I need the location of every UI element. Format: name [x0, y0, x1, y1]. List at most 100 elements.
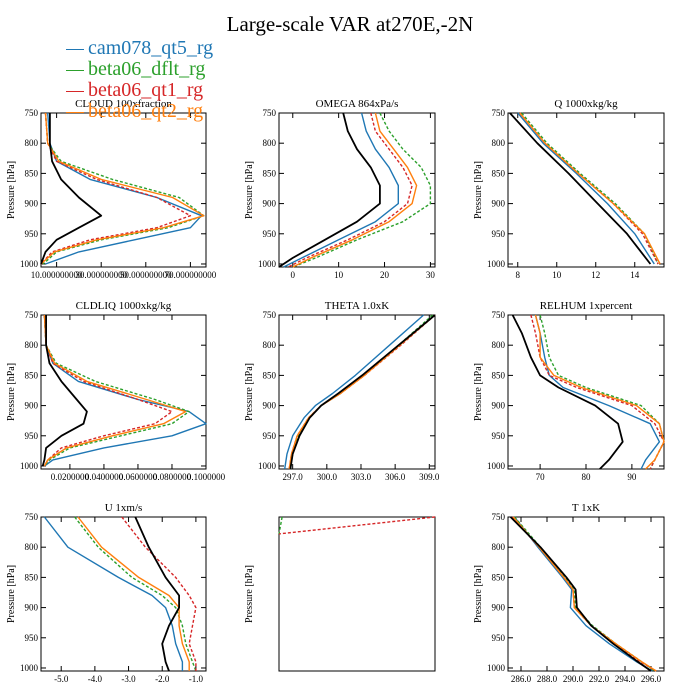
series-line-beta06_dflt_rg [74, 516, 197, 672]
y-tick-label: 950 [492, 633, 506, 643]
x-tick-label: 70 [536, 472, 546, 482]
x-tick-label: 90 [627, 472, 637, 482]
legend-entry: beta06_qt1_rg [66, 80, 213, 101]
y-tick-label: 1000 [20, 259, 39, 269]
legend-entry: beta06_qt2_rg [66, 101, 213, 122]
plot-frame [507, 314, 665, 470]
series-line-cam078_qt5_rg [43, 516, 184, 671]
x-tick-label: 0 [291, 270, 296, 280]
plot-frame [278, 112, 436, 268]
y-tick-label: 750 [492, 512, 506, 522]
y-tick-label: 800 [25, 542, 39, 552]
chart-panel: CLOUD 100xfraction Pressure [hPa] 750 800 85… [6, 98, 217, 280]
y-tick-label: 900 [492, 199, 506, 209]
x-tick-label: 10 [552, 270, 562, 280]
x-tick-label: 0.0400000 [85, 472, 124, 482]
series-line-beta06_qt2_rg [292, 112, 418, 268]
y-axis-label: Pressure [hPa] [244, 363, 255, 421]
y-tick-label: 950 [492, 229, 506, 239]
series-line-black [511, 314, 624, 470]
series-line-black [41, 315, 88, 467]
series-line-beta06_qt2_rg [534, 314, 665, 470]
x-tick-label: 309.0 [419, 472, 440, 482]
plot-frame [40, 516, 207, 672]
x-tick-label: 306.0 [385, 472, 406, 482]
x-tick-label: 10 [334, 270, 344, 280]
series-line-beta06_qt1_rg [43, 314, 173, 467]
x-tick-label: 30.000000000 [75, 270, 127, 280]
x-tick-label: 12 [591, 270, 600, 280]
y-tick-label: 1000 [258, 259, 277, 269]
x-tick-label: -1.0 [189, 674, 204, 684]
plot-frame [507, 112, 665, 268]
x-tick-label: 300.0 [317, 472, 338, 482]
chart-panel: Q 1000xkg/kg Pressure [hPa] 750 800 850 900 95… [473, 98, 665, 280]
chart-panel: OMEGA 864xPa/s Pressure [hPa] 750 800 850 900… [244, 98, 436, 280]
series-line-beta06_qt1_rg [519, 112, 659, 265]
legend-entry: beta06_dflt_rg [66, 59, 213, 80]
y-tick-label: 850 [263, 370, 277, 380]
y-tick-label: 1000 [20, 461, 39, 471]
series-line-cam078_qt5_rg [517, 112, 655, 265]
y-tick-label: 1000 [487, 259, 506, 269]
series-line-beta06_qt1_rg [121, 516, 197, 671]
x-tick-label: 296.0 [641, 674, 662, 684]
series-line-beta06_qt2_rg [519, 112, 661, 265]
panel-title: THETA 1.0xK [325, 300, 390, 312]
figure-title: Large-scale VAR at270E,-2N [226, 12, 474, 36]
series-line-beta06_qt2_rg [512, 516, 657, 672]
series-line-cam078_qt5_rg [534, 314, 661, 470]
y-tick-label: 1000 [20, 663, 39, 673]
y-tick-label: 900 [492, 401, 506, 411]
x-tick-label: 14 [630, 270, 640, 280]
x-tick-label: 80 [582, 472, 592, 482]
legend-label: cam078_qt5_rg [88, 37, 214, 59]
y-tick-label: 800 [263, 340, 277, 350]
legend-label: beta06_dflt_rg [88, 58, 206, 80]
plot-frame [278, 516, 436, 672]
panel-title: RELHUM 1xpercent [540, 300, 633, 312]
legend-swatch [66, 69, 84, 71]
legend-entry: cam078_qt5_rg [66, 38, 213, 59]
chart-panel: T 1xK Pressure [hPa] 750 800 850 900 950 1000 28… [473, 502, 665, 684]
x-tick-label: 0.1000000 [187, 472, 226, 482]
series-line-beta06_dflt_rg [43, 314, 190, 467]
series-line-beta06_dflt_rg [289, 314, 434, 470]
legend: cam078_qt5_rg beta06_dflt_rg beta06_qt1_rg… [66, 38, 213, 122]
y-tick-label: 1000 [487, 663, 506, 673]
x-tick-label: 0.0200000 [51, 472, 90, 482]
x-tick-label: 0.0600000 [119, 472, 158, 482]
y-tick-label: 900 [25, 603, 39, 613]
x-tick-label: 50.000000000 [120, 270, 172, 280]
legend-label: beta06_qt1_rg [88, 79, 204, 101]
y-axis-label: Pressure [hPa] [473, 363, 484, 421]
series-line-beta06_dflt_rg [521, 112, 659, 265]
series-line-beta06_qt1_rg [288, 314, 436, 470]
x-tick-label: -5.0 [54, 674, 69, 684]
y-tick-label: 1000 [258, 461, 277, 471]
series-line-beta06_dflt_rg [42, 112, 205, 265]
y-tick-label: 750 [263, 310, 277, 320]
series-line-black [134, 516, 181, 672]
series-line-cam078_qt5_rg [283, 112, 399, 268]
series-line-cam078_qt5_rg [284, 314, 425, 470]
y-axis-label: Pressure [hPa] [6, 161, 17, 219]
y-tick-label: 950 [25, 229, 39, 239]
y-tick-label: 900 [25, 199, 39, 209]
series-line-black [278, 112, 381, 268]
y-axis-label: Pressure [hPa] [244, 161, 255, 219]
panel-title: U 1xm/s [105, 502, 143, 514]
x-tick-label: 0.0800000 [153, 472, 192, 482]
legend-swatch [66, 111, 84, 113]
y-tick-label: 1000 [487, 461, 506, 471]
x-tick-label: 297.0 [283, 472, 304, 482]
x-tick-label: -3.0 [121, 674, 136, 684]
y-tick-label: 750 [492, 310, 506, 320]
series-line-black [289, 314, 436, 470]
series-line-beta06_qt1_rg [287, 112, 413, 268]
x-tick-label: 20 [380, 270, 390, 280]
plot-frame [507, 516, 665, 672]
x-tick-label: 290.0 [563, 674, 584, 684]
series-line-cam078_qt5_rg [513, 516, 653, 672]
y-tick-label: 850 [25, 168, 39, 178]
